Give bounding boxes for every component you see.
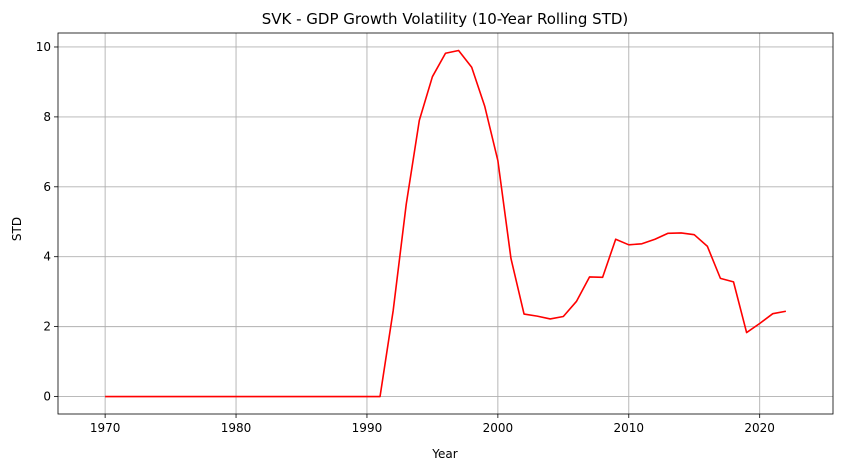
std-series-line	[105, 49, 787, 398]
plot-area-frame	[57, 32, 834, 415]
y-tick-label: 8	[43, 110, 51, 124]
axis-ticks: 1970 1980 1990 2000 2010 2020 0 2 4 6 8 10	[36, 40, 775, 435]
y-axis-label: STD	[10, 217, 24, 241]
series-layer	[105, 49, 787, 398]
x-tick-label: 1980	[221, 421, 252, 435]
x-tick-label: 2010	[614, 421, 645, 435]
x-axis-label: Year	[431, 447, 457, 461]
x-tick-label: 1990	[352, 421, 383, 435]
x-tick-label: 2000	[483, 421, 514, 435]
y-tick-label: 0	[43, 390, 51, 404]
y-tick-label: 4	[43, 250, 51, 264]
x-tick-label: 1970	[90, 421, 121, 435]
y-tick-label: 6	[43, 180, 51, 194]
x-tick-label: 2020	[744, 421, 775, 435]
y-tick-label: 2	[43, 320, 51, 334]
y-tick-label: 10	[36, 40, 51, 54]
chart-title: SVK - GDP Growth Volatility (10-Year Rol…	[262, 10, 629, 28]
